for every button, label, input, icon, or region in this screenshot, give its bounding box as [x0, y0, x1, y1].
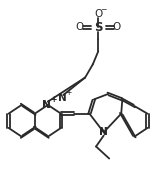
Text: −: − — [100, 5, 107, 14]
Text: +: + — [50, 95, 57, 104]
Text: +: + — [50, 95, 57, 104]
Text: N: N — [99, 127, 108, 137]
Text: O: O — [76, 22, 84, 32]
Text: +: + — [66, 88, 72, 97]
Text: O: O — [113, 22, 121, 32]
Text: N: N — [42, 100, 51, 110]
Text: N: N — [42, 100, 51, 110]
Text: N: N — [99, 127, 108, 137]
Text: S: S — [94, 21, 102, 34]
Text: O: O — [94, 9, 102, 19]
Text: N: N — [58, 93, 66, 103]
